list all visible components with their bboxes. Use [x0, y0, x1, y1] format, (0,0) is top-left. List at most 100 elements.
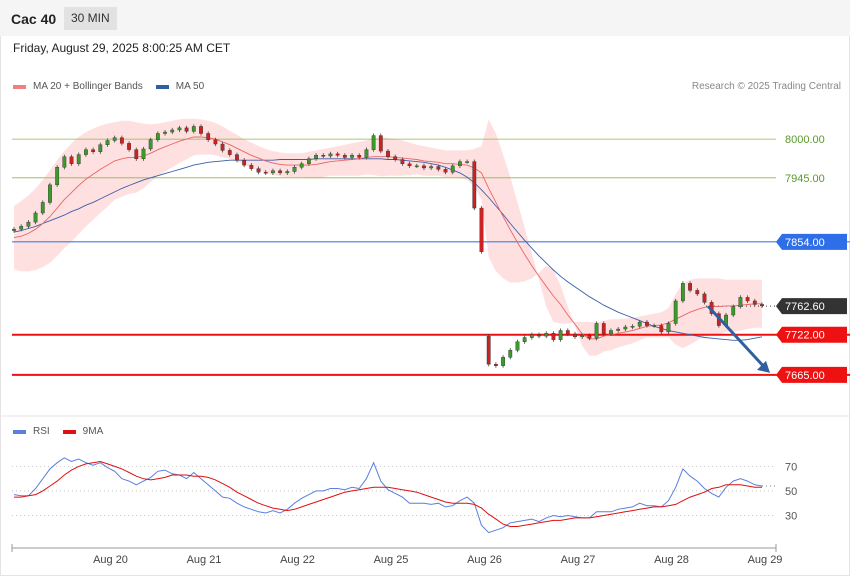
candle-body — [616, 328, 621, 331]
legend-swatch-rsi — [13, 429, 26, 434]
candle-body — [623, 326, 628, 330]
rsi-line — [13, 457, 763, 534]
copyright-text: Research © 2025 Trading Central — [691, 81, 841, 92]
candle-body — [335, 153, 340, 156]
candle-body — [529, 334, 534, 338]
candle-body — [501, 357, 505, 366]
candle-body — [609, 330, 613, 335]
candle-body — [371, 135, 376, 150]
rsi-legend: RSI 9MA — [13, 426, 116, 437]
candle-body — [242, 160, 247, 166]
candle-body — [263, 171, 268, 174]
candle-body — [285, 171, 290, 174]
level-tag-7722.00 — [776, 326, 847, 343]
candle-body — [386, 150, 390, 157]
candle-body — [544, 333, 549, 337]
legend-item-rsi: RSI — [13, 426, 50, 437]
rsi-tick-70: 70 — [785, 461, 797, 473]
candle-body — [271, 170, 275, 174]
rsi-ma-line — [14, 460, 762, 527]
candle-body — [55, 167, 60, 186]
forecast-arrow-shaft — [706, 305, 767, 369]
x-tick-label: Aug 29 — [748, 554, 783, 566]
candle-body — [26, 221, 31, 227]
x-tick-label: Aug 27 — [561, 554, 596, 566]
candle-body — [350, 155, 354, 158]
candle-body — [33, 212, 38, 223]
candle-body — [450, 165, 455, 173]
candle-body — [199, 126, 203, 134]
candle-body — [594, 323, 599, 339]
legend-item-9ma: 9MA — [62, 426, 104, 437]
candle-body — [422, 165, 426, 169]
candle-body — [220, 143, 225, 151]
x-tick-label: Aug 26 — [467, 554, 502, 566]
candle-body — [400, 159, 405, 164]
legend-item-ma20: MA 20 + Bollinger Bands — [13, 81, 143, 92]
candle-body — [565, 330, 570, 335]
candle-body — [364, 149, 369, 158]
candle-body — [306, 158, 311, 164]
legend-item-ma50: MA 50 — [155, 81, 205, 92]
candle-body — [314, 155, 318, 160]
legend-swatch-9ma — [62, 429, 76, 434]
candle-body — [40, 202, 45, 214]
candle-body — [731, 306, 736, 316]
legend-label-ma20: MA 20 + Bollinger Bands — [33, 81, 143, 92]
candle-body — [91, 149, 96, 152]
candle-body — [249, 164, 254, 169]
candle-body — [458, 161, 462, 167]
candle-body — [48, 184, 52, 203]
candle-body — [486, 335, 491, 365]
candle-body — [493, 364, 498, 366]
level-label-7945.00: 7945.00 — [785, 173, 825, 185]
candle-body — [19, 226, 24, 230]
candle-body — [551, 333, 556, 340]
candle-body — [702, 293, 707, 303]
candle-body — [112, 137, 117, 141]
candle-body — [580, 335, 585, 338]
level-label-7722.00: 7722.00 — [785, 330, 825, 342]
price-legend: MA 20 + Bollinger Bands MA 50 — [13, 81, 217, 92]
timestamp: Friday, August 29, 2025 8:00:25 AM CET — [13, 41, 231, 55]
rsi-tick-30: 30 — [785, 510, 797, 522]
candle-body — [127, 143, 131, 150]
x-tick-label: Aug 22 — [280, 554, 315, 566]
candle-body — [666, 323, 671, 333]
timeframe-button[interactable]: 30 MIN — [64, 7, 117, 30]
candle-body — [752, 300, 757, 305]
candle-body — [213, 139, 218, 145]
x-tick-label: Aug 20 — [93, 554, 128, 566]
candle-body — [673, 300, 678, 324]
candle-body — [688, 283, 692, 291]
candle-body — [393, 156, 398, 160]
candle-body — [465, 161, 470, 163]
bollinger-bands-area — [14, 118, 762, 356]
candle-body — [292, 167, 297, 172]
candle-body — [98, 144, 103, 152]
candle-body — [630, 326, 635, 328]
level-label-8000.00: 8000.00 — [785, 134, 825, 146]
legend-label-ma50: MA 50 — [175, 81, 205, 92]
candle-body — [414, 165, 419, 168]
forecast-arrowhead — [757, 360, 770, 373]
candle-body — [558, 330, 563, 340]
candle-body — [206, 133, 211, 141]
candle-body — [84, 149, 88, 155]
candle-body — [177, 127, 182, 131]
ma50-line — [13, 158, 763, 341]
candle-body — [357, 155, 362, 158]
legend-label-9ma: 9MA — [82, 426, 104, 437]
level-tag-7854.00 — [776, 233, 847, 250]
candle-body — [645, 321, 649, 326]
candle-body — [184, 127, 189, 132]
level-tag-7665.00 — [776, 366, 847, 383]
x-tick-label: Aug 21 — [187, 554, 222, 566]
candle-body — [235, 154, 239, 161]
candle-body — [141, 148, 146, 160]
candle-body — [429, 166, 434, 169]
candle-body — [119, 137, 124, 144]
candle-body — [760, 304, 764, 307]
level-tag-7762.60 — [776, 298, 847, 315]
